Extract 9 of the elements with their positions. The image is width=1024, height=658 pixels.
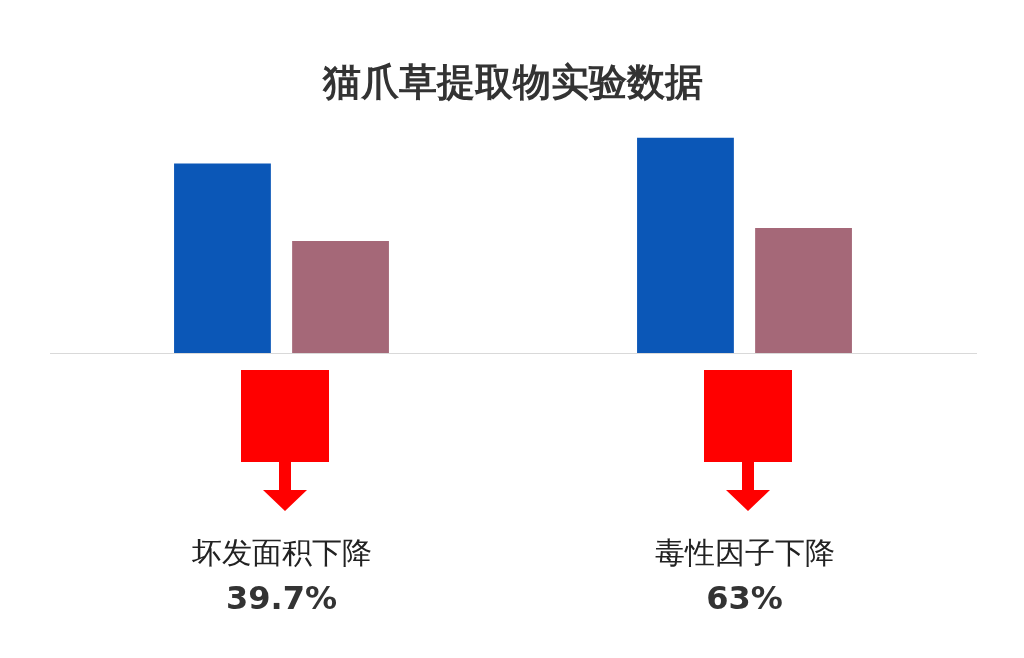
bar bbox=[637, 137, 734, 353]
text: 39.7% bbox=[225, 579, 338, 618]
bar bbox=[292, 240, 389, 353]
text: 63% bbox=[706, 579, 783, 618]
bar bbox=[174, 163, 271, 353]
bar bbox=[755, 228, 852, 353]
x-tick-label: 毒性因子下降 bbox=[654, 534, 835, 570]
x-tick-label: 坏发面积下降 bbox=[190, 534, 372, 570]
chart-title: 猫爪草提取物实验数据 bbox=[322, 59, 703, 104]
